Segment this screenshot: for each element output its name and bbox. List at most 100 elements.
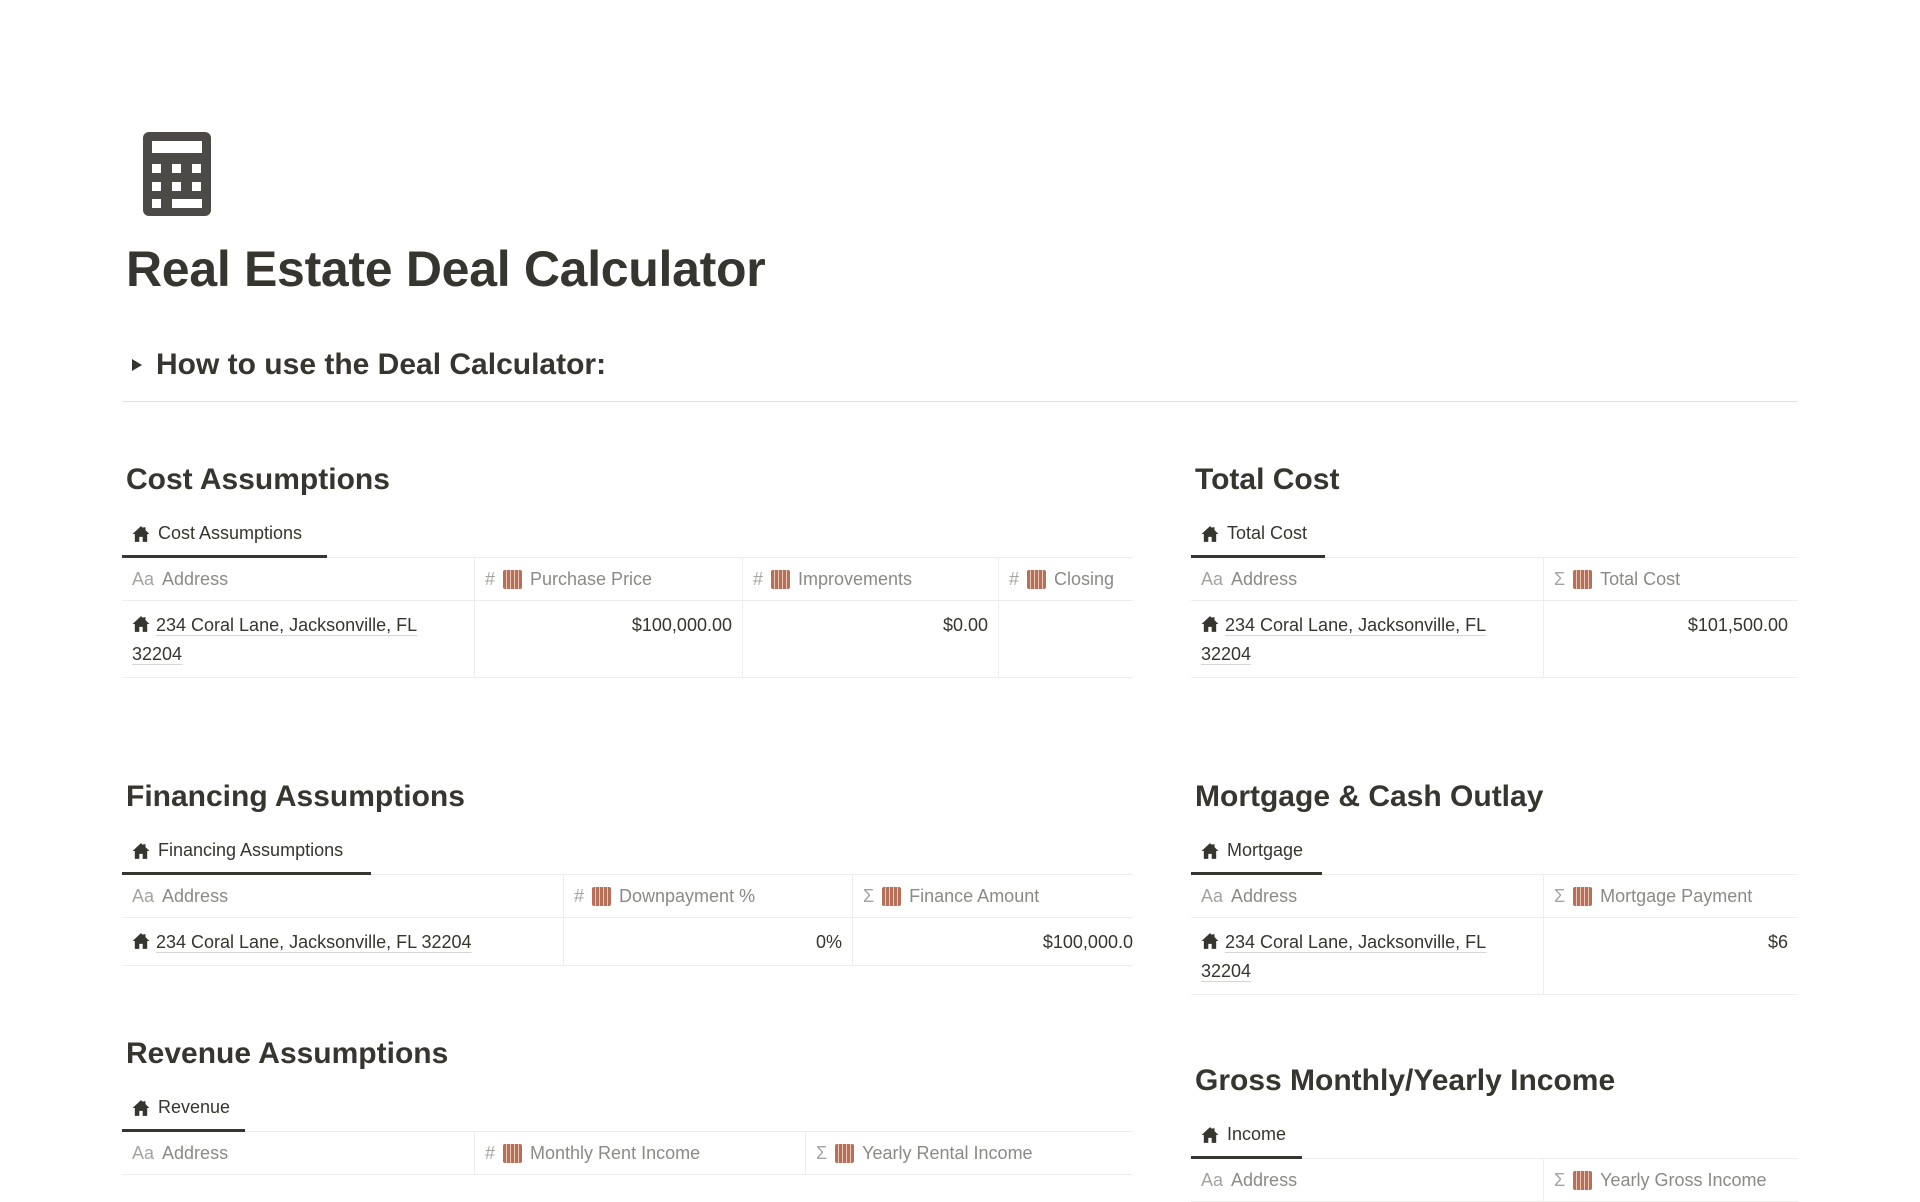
value-cell[interactable]: $101,500.00 (1544, 601, 1798, 677)
value-cell[interactable]: $100,000.00 (853, 918, 1133, 965)
address-link[interactable]: 234 Coral Lane, Jacksonville, FL 32204 (132, 615, 418, 664)
formula-property-icon: Σ (1554, 885, 1566, 906)
section-heading: Financing Assumptions (126, 780, 465, 813)
column-header[interactable]: # Closing (999, 558, 1133, 600)
text-property-icon: Aa (1201, 1169, 1224, 1190)
column-header-label: Address (162, 1142, 229, 1163)
abacus-icon (1573, 1170, 1593, 1190)
abacus-icon (592, 886, 612, 906)
column-header[interactable]: # Monthly Rent Income (475, 1132, 806, 1174)
toggle-label: How to use the Deal Calculator: (156, 348, 607, 381)
toggle-triangle-icon[interactable] (132, 359, 142, 371)
house-icon (1201, 842, 1219, 860)
view-tab[interactable]: Cost Assumptions (122, 512, 327, 558)
column-header-label: Yearly Rental Income (862, 1142, 1033, 1163)
house-icon (132, 525, 150, 543)
cell-value: $100,000.00 (1042, 932, 1133, 952)
address-cell[interactable]: 234 Coral Lane, Jacksonville, FL 32204 (122, 601, 475, 677)
column-header[interactable]: Aa Address (1191, 1159, 1544, 1201)
view-tabs: Cost Assumptions (122, 512, 1133, 558)
view-tabs: Revenue (122, 1086, 1133, 1132)
column-header-label: Address (1231, 1169, 1298, 1190)
column-header[interactable]: Aa Address (1191, 875, 1544, 917)
column-header[interactable]: Aa Address (1191, 558, 1544, 600)
column-header[interactable]: Σ Yearly Rental Income (806, 1132, 1125, 1174)
view-tab-label: Cost Assumptions (158, 523, 303, 543)
column-header-label: Address (162, 885, 229, 906)
address-cell[interactable]: 234 Coral Lane, Jacksonville, FL 32204 (1191, 918, 1544, 994)
text-property-icon: Aa (132, 568, 155, 589)
text-property-icon: Aa (132, 885, 155, 906)
formula-property-icon: Σ (863, 885, 875, 906)
column-header[interactable]: Aa Address (122, 1132, 475, 1174)
cell-value: $100,000.00 (631, 615, 732, 635)
view-tab[interactable]: Revenue (122, 1086, 245, 1132)
column-header[interactable]: Σ Total Cost (1544, 558, 1798, 600)
section-heading: Cost Assumptions (126, 463, 390, 496)
address-cell[interactable]: 234 Coral Lane, Jacksonville, FL 32204 (1191, 601, 1544, 677)
view-tabs: Financing Assumptions (122, 829, 1133, 875)
house-icon (132, 842, 150, 860)
value-cell[interactable]: $100,000.00 (475, 601, 743, 677)
column-header-label: Purchase Price (530, 568, 653, 589)
view-tab[interactable]: Total Cost (1191, 512, 1325, 558)
column-header-label: Downpayment % (619, 885, 756, 906)
database-table: Aa Address Σ Yearly Gross Income (1191, 1159, 1798, 1202)
view-tab[interactable]: Mortgage (1191, 829, 1322, 875)
view-tab[interactable]: Income (1191, 1113, 1302, 1159)
value-cell[interactable]: 0% (564, 918, 853, 965)
cell-value: $0.00 (942, 615, 988, 635)
text-property-icon: Aa (132, 1142, 155, 1163)
text-property-icon: Aa (1201, 568, 1224, 589)
column-header[interactable]: # Improvements (743, 558, 999, 600)
column-header[interactable]: Σ Yearly Gross Income (1544, 1159, 1798, 1201)
table-row[interactable]: 234 Coral Lane, Jacksonville, FL 32204 $1… (122, 601, 1133, 678)
value-cell[interactable]: $6 (1544, 918, 1798, 994)
number-property-icon: # (753, 568, 764, 589)
house-icon (132, 932, 150, 950)
house-icon (132, 615, 150, 633)
view-tabs: Mortgage (1191, 829, 1798, 875)
house-icon (1201, 932, 1219, 950)
number-property-icon: # (574, 885, 585, 906)
value-cell[interactable] (999, 601, 1133, 677)
value-cell[interactable]: $0.00 (743, 601, 999, 677)
view-tab[interactable]: Financing Assumptions (122, 829, 371, 875)
column-header[interactable]: Σ Mortgage Payment (1544, 875, 1798, 917)
column-header[interactable]: Aa Address (122, 875, 564, 917)
column-header-label: Address (1231, 885, 1298, 906)
page-title: Real Estate Deal Calculator (126, 241, 766, 297)
number-property-icon: # (485, 1142, 496, 1163)
how-to-toggle[interactable]: How to use the Deal Calculator: (132, 348, 606, 382)
view-tab-label: Mortgage (1227, 840, 1304, 860)
database-table: Aa Address # Monthly Rent Income Σ Yearl… (122, 1132, 1133, 1175)
table-row[interactable]: 234 Coral Lane, Jacksonville, FL 32204 $1… (1191, 601, 1798, 678)
table-header-row: Aa Address # Downpayment % Σ Finance Amo… (122, 875, 1133, 918)
address-link[interactable]: 234 Coral Lane, Jacksonville, FL 32204 (156, 932, 472, 952)
column-header[interactable]: Aa Address (122, 558, 475, 600)
cell-value: $6 (1767, 932, 1788, 952)
table-row[interactable]: 234 Coral Lane, Jacksonville, FL 32204 $6 (1191, 918, 1798, 995)
address-link[interactable]: 234 Coral Lane, Jacksonville, FL 32204 (1201, 932, 1487, 981)
table-header-row: Aa Address Σ Mortgage Payment (1191, 875, 1798, 918)
view-tab-label: Income (1227, 1124, 1287, 1144)
number-property-icon: # (485, 568, 496, 589)
abacus-icon (1573, 569, 1593, 589)
table-row[interactable]: 234 Coral Lane, Jacksonville, FL 32204 0%… (122, 918, 1133, 966)
address-link[interactable]: 234 Coral Lane, Jacksonville, FL 32204 (1201, 615, 1487, 664)
column-header-label: Monthly Rent Income (530, 1142, 701, 1163)
table-header-row: Aa Address # Purchase Price # Improvemen… (122, 558, 1133, 601)
abacus-icon (1027, 569, 1047, 589)
formula-property-icon: Σ (1554, 1169, 1566, 1190)
column-header-label: Address (162, 568, 229, 589)
house-icon (1201, 1126, 1219, 1144)
column-header[interactable]: Σ Finance Amount (853, 875, 1133, 917)
database-table: Aa Address # Purchase Price # Improvemen… (122, 558, 1133, 678)
address-cell[interactable]: 234 Coral Lane, Jacksonville, FL 32204 (122, 918, 564, 965)
table-header-row: Aa Address # Monthly Rent Income Σ Yearl… (122, 1132, 1133, 1175)
column-header-label: Total Cost (1600, 568, 1681, 589)
column-header[interactable]: # Purchase Price (475, 558, 743, 600)
abacus-icon (835, 1143, 855, 1163)
house-icon (1201, 615, 1219, 633)
column-header[interactable]: # Downpayment % (564, 875, 853, 917)
